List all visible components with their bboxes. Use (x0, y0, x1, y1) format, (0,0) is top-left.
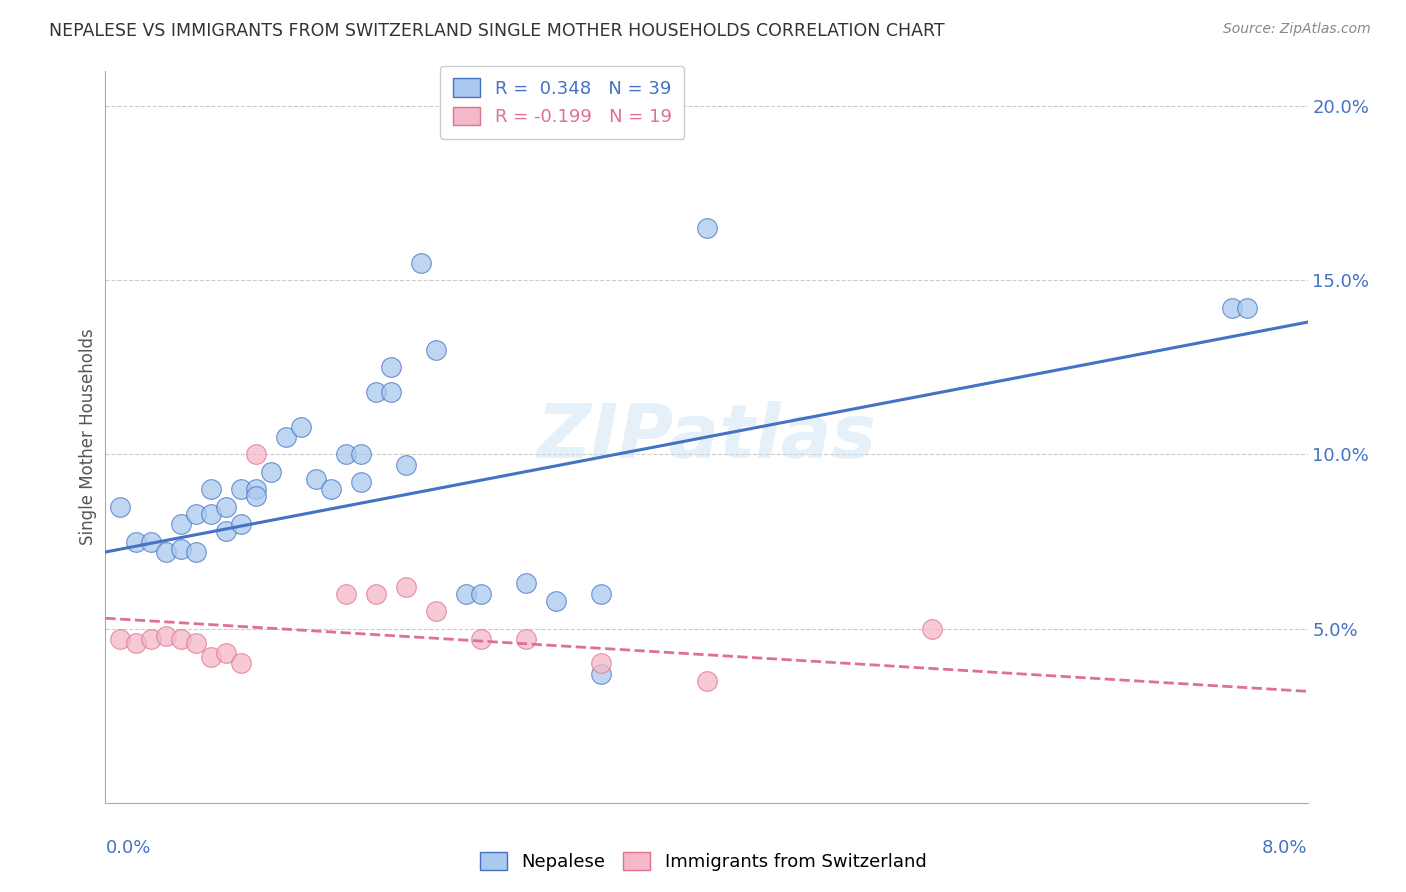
Point (395, 580, 418, 594)
Point (454, 587, 477, 601)
Point (245, 448, 267, 462)
Point (335, 587, 357, 601)
Point (319, 483, 342, 497)
Point (169, 632, 191, 646)
Point (110, 632, 132, 646)
Point (696, 221, 718, 235)
Point (214, 646, 236, 660)
Point (591, 657, 613, 671)
Point (1236, 301, 1258, 316)
Legend: Nepalese, Immigrants from Switzerland: Nepalese, Immigrants from Switzerland (472, 845, 934, 879)
Point (515, 632, 537, 646)
Point (124, 635, 146, 649)
Point (470, 632, 492, 646)
Point (200, 483, 222, 497)
Point (139, 632, 162, 646)
Legend: R =  0.348   N = 39, R = -0.199   N = 19: R = 0.348 N = 39, R = -0.199 N = 19 (440, 66, 685, 139)
Point (380, 384, 402, 399)
Point (921, 622, 943, 636)
Point (214, 524, 236, 538)
Point (184, 635, 207, 649)
Point (364, 587, 387, 601)
Point (395, 458, 418, 472)
Point (229, 483, 252, 497)
Point (260, 465, 283, 479)
Point (124, 534, 146, 549)
Point (200, 649, 222, 664)
Text: NEPALESE VS IMMIGRANTS FROM SWITZERLAND SINGLE MOTHER HOUSEHOLDS CORRELATION CHA: NEPALESE VS IMMIGRANTS FROM SWITZERLAND … (49, 22, 945, 40)
Point (245, 489, 267, 503)
Point (169, 541, 191, 556)
Point (515, 576, 537, 591)
Point (1222, 301, 1244, 316)
Text: 0.0%: 0.0% (105, 839, 150, 857)
Point (305, 472, 328, 486)
Point (110, 500, 132, 514)
Point (425, 604, 447, 618)
Point (364, 384, 387, 399)
Point (591, 667, 613, 681)
Point (155, 629, 177, 643)
Point (274, 430, 297, 444)
Point (169, 517, 191, 532)
Point (335, 448, 357, 462)
Text: ZIPatlas: ZIPatlas (537, 401, 876, 474)
Point (214, 500, 236, 514)
Point (229, 517, 252, 532)
Text: 8.0%: 8.0% (1263, 839, 1308, 857)
Point (425, 343, 447, 357)
Point (184, 507, 207, 521)
Point (470, 587, 492, 601)
Point (155, 545, 177, 559)
Point (290, 419, 312, 434)
Point (184, 545, 207, 559)
Point (380, 360, 402, 375)
Text: Source: ZipAtlas.com: Source: ZipAtlas.com (1223, 22, 1371, 37)
Point (409, 256, 432, 270)
Point (229, 657, 252, 671)
Point (696, 673, 718, 688)
Point (139, 534, 162, 549)
Point (200, 507, 222, 521)
Point (350, 448, 373, 462)
Point (245, 483, 267, 497)
Point (591, 587, 613, 601)
Point (546, 594, 568, 608)
Y-axis label: Single Mother Households: Single Mother Households (79, 329, 97, 545)
Point (350, 475, 373, 490)
